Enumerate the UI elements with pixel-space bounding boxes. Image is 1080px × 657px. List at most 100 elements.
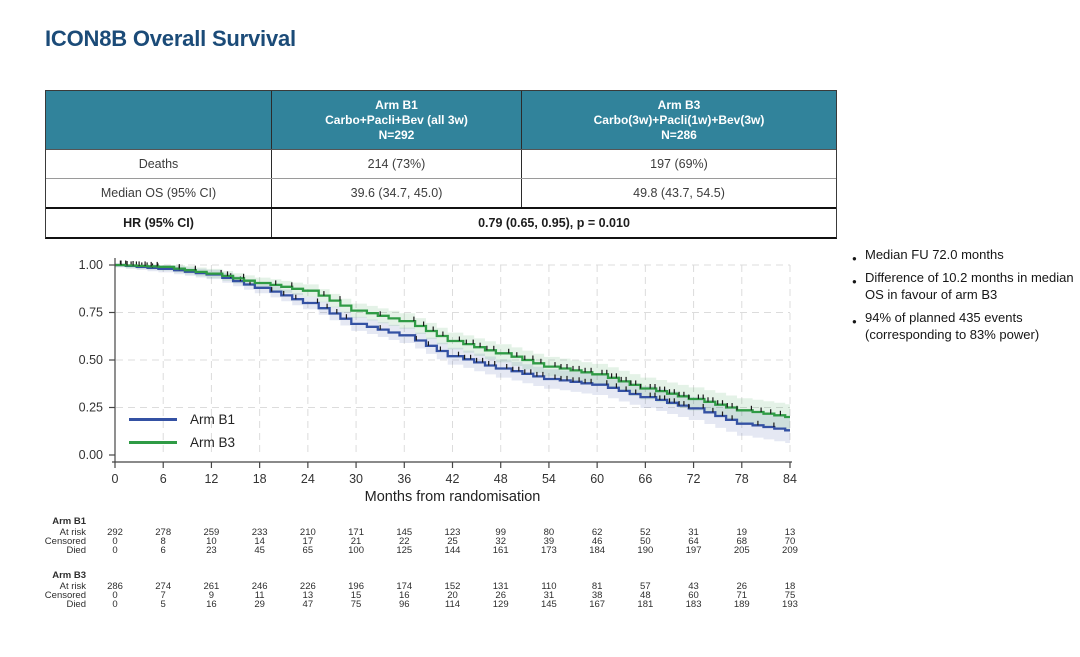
censor-tick [524,369,526,374]
km-plot: 0.00 0.25 0.50 0.75 1.00 0 6 12 18 24 30 36 42 48 54 60… [79,258,797,505]
censor-tick [760,407,762,412]
risk-value: 193 [782,599,798,610]
notes-list: ● Median FU 72.0 months ● Difference of … [852,246,1076,349]
censor-tick [530,369,532,374]
risk-value: 125 [396,545,413,556]
censor-tick [323,291,325,296]
risk-value: 48 [640,590,651,601]
risk-value: 14 [254,536,265,547]
hr-label: HR (95% CI) [123,216,194,230]
risk-value: 161 [492,545,509,556]
risk-value: 21 [350,536,362,547]
legend-label-arm-b1: Arm B1 [190,412,236,427]
censor-tick [194,265,196,271]
censor-tick [773,422,775,427]
censor-tick [506,364,508,369]
y-tick-label: 0.75 [79,306,103,320]
censor-tick [678,401,680,406]
risk-value: 19 [736,527,748,538]
censor-tick [726,403,728,408]
censor-tick [606,380,608,385]
censor-tick [125,260,127,265]
censor-tick [779,410,781,416]
censor-tick [120,260,122,265]
risk-arm-name: Arm B3 [52,570,86,581]
bullet-icon: ● [852,254,857,263]
numbers-at-risk-table: Arm B1 At risk 292 278 259 233 210 171 145 123 99 8… [0,517,845,632]
risk-value: 23 [206,545,217,556]
risk-value: 81 [591,581,603,592]
risk-value: 8 [160,536,166,547]
censor-tick [678,391,680,397]
risk-row-label: Died [66,545,86,556]
risk-value: 31 [543,590,555,601]
table-row-median-os: Median OS (95% CI) 39.6 (34.7, 45.0) 49.… [46,178,836,207]
median-os-label: Median OS (95% CI) [100,186,217,200]
censor-tick [138,261,140,266]
censor-tick [654,392,656,398]
risk-value: 209 [782,545,798,556]
x-tick-label: 0 [112,472,119,486]
note-planned-events: ● 94% of planned 435 events (correspondi… [852,309,1076,343]
risk-value: 181 [637,599,654,610]
censor-tick [649,384,651,389]
censor-tick [635,389,637,394]
note-text: Difference of 10.2 months in median OS i… [865,270,1074,302]
censor-tick [432,326,434,331]
censor-tick [465,339,467,345]
censor-tick [625,376,627,382]
risk-value: 0 [112,599,118,610]
y-tick-label: 0.50 [79,353,103,367]
risk-value: 31 [688,527,699,538]
censor-tick [578,365,580,371]
censor-tick [566,364,568,369]
arm-b3-n: N=286 [661,128,697,142]
censor-tick [630,380,632,385]
risk-value: 233 [251,527,268,538]
risk-value: 226 [299,581,316,592]
y-tick-label: 0.25 [79,401,103,415]
deaths-b3-value: 197 (69%) [521,150,836,178]
censor-tick [688,394,690,399]
censor-tick [226,271,229,276]
header-empty-cell [46,91,271,149]
censor-tick [479,342,481,348]
y-tick-label: 0.00 [79,448,103,462]
risk-value: 144 [444,545,461,556]
page-title: ICON8B Overall Survival [45,26,296,51]
risk-value: 25 [447,536,458,547]
risk-value: 210 [299,527,316,538]
arm-b1-title: Arm B1 [375,98,418,112]
censor-tick [146,262,148,267]
risk-value: 196 [348,581,364,592]
censor-tick [326,303,328,309]
censor-tick [316,298,319,303]
risk-value: 145 [396,527,413,538]
censor-tick [150,261,152,267]
censor-tick [601,369,603,375]
censor-tick [532,355,534,360]
risk-value: 50 [640,536,651,547]
risk-value: 261 [203,581,220,592]
censor-tick [518,366,520,372]
censor-tick [625,386,627,391]
x-tick-label: 42 [446,472,460,486]
risk-value: 11 [254,590,265,601]
censor-tick [560,364,562,369]
censor-tick [132,261,134,266]
risk-value: 57 [640,581,651,592]
censor-tick [512,366,514,372]
censor-tick [135,261,137,266]
censor-tick [590,378,592,384]
risk-value: 286 [107,581,123,592]
risk-value: 46 [591,536,603,547]
censor-tick [770,409,772,414]
risk-value: 22 [398,536,410,547]
censor-tick [542,371,544,377]
censor-tick [249,280,251,285]
risk-value: 110 [541,581,557,592]
risk-value: 99 [495,527,506,538]
risk-value: 39 [543,536,555,547]
censor-tick [144,261,146,266]
